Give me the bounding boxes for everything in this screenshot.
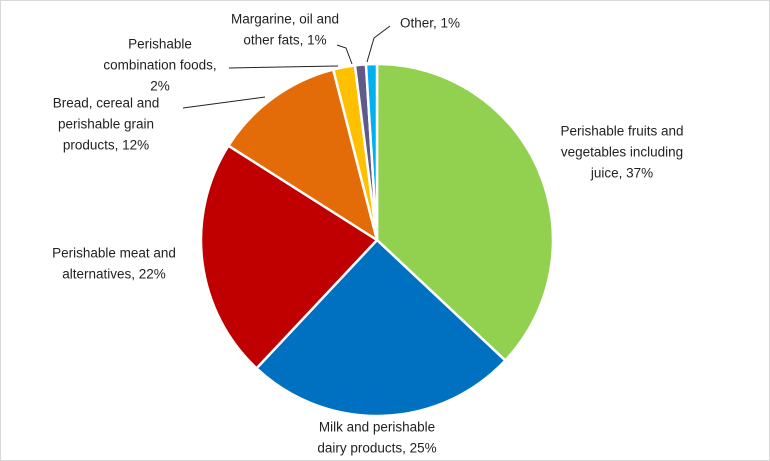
leader-line <box>182 96 266 109</box>
data-label: Bread, cereal and <box>53 96 160 111</box>
data-label: 2% <box>150 79 170 94</box>
data-label: juice, 37% <box>590 166 653 181</box>
data-label: combination foods, <box>103 58 216 73</box>
leader-line <box>336 44 353 65</box>
pie-slice <box>226 68 379 243</box>
pie-slice <box>375 62 555 363</box>
data-label: alternatives, 22% <box>62 267 166 282</box>
data-label: other fats, 1% <box>243 33 326 48</box>
data-label: products, 12% <box>63 138 149 153</box>
leader-line <box>228 65 339 69</box>
leader-line <box>366 25 391 63</box>
pie-slice <box>199 143 379 371</box>
data-label: perishable grain <box>58 117 154 132</box>
pie-slice <box>254 238 508 418</box>
data-label: dairy products, 25% <box>317 441 436 456</box>
data-label: Perishable fruits and <box>560 124 683 139</box>
data-label: Perishable <box>128 37 192 52</box>
data-label: Milk and perishable <box>319 420 435 435</box>
data-label: Other, 1% <box>400 16 460 31</box>
data-label: Perishable meat and <box>52 246 176 261</box>
data-label: Margarine, oil and <box>231 12 339 27</box>
data-label: vegetables including <box>561 145 683 160</box>
pie-slice <box>364 62 379 241</box>
